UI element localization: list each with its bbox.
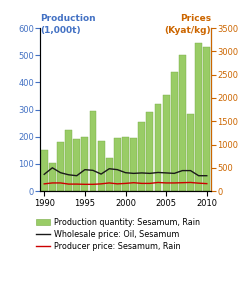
Bar <box>146 112 153 191</box>
Text: (1,000t): (1,000t) <box>40 26 80 35</box>
Bar <box>130 138 136 191</box>
Bar <box>186 114 193 191</box>
Bar <box>89 111 96 191</box>
Text: Prices: Prices <box>179 14 210 23</box>
Bar <box>178 55 185 191</box>
Bar <box>49 162 56 191</box>
Bar <box>162 95 169 191</box>
Bar <box>122 137 128 191</box>
Bar <box>65 130 72 191</box>
Bar <box>202 47 209 191</box>
Bar <box>73 139 80 191</box>
Bar <box>154 104 161 191</box>
Bar <box>105 158 112 191</box>
Bar <box>40 150 48 191</box>
Bar <box>57 142 64 191</box>
Bar <box>114 138 120 191</box>
Text: Production: Production <box>40 14 96 23</box>
Bar <box>81 137 88 191</box>
Legend: Production quantity: Sesamum, Rain, Wholesale price: Oil, Sesamum, Producer pric: Production quantity: Sesamum, Rain, Whol… <box>36 218 200 251</box>
Bar <box>97 141 104 191</box>
Bar <box>170 72 177 191</box>
Bar <box>194 43 201 191</box>
Bar <box>138 122 145 191</box>
Text: (Kyat/kg): (Kyat/kg) <box>164 26 210 35</box>
